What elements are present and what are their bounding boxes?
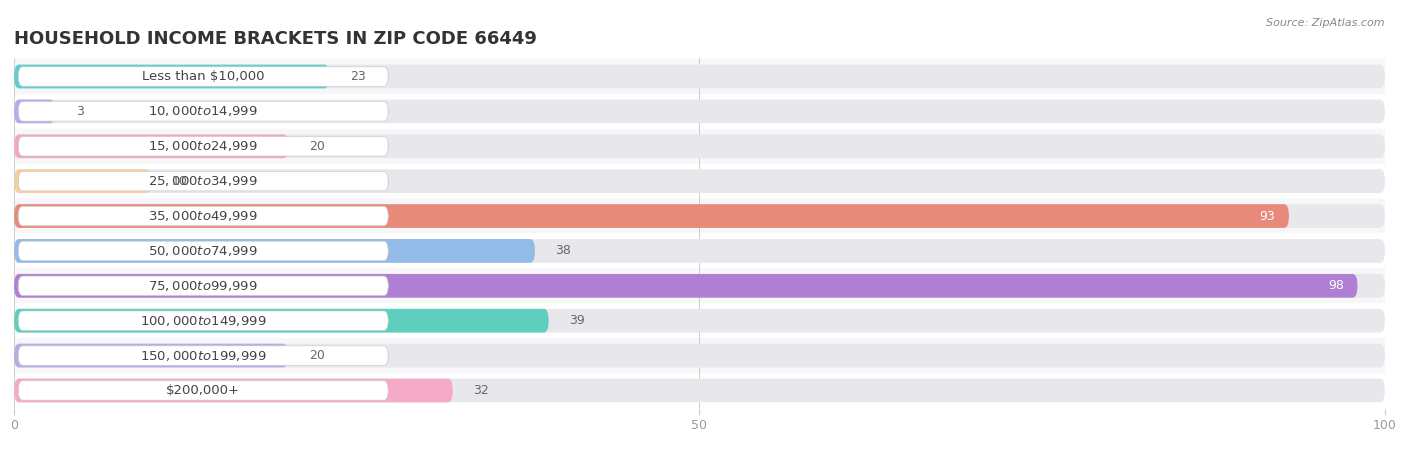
Text: $35,000 to $49,999: $35,000 to $49,999 — [149, 209, 259, 223]
Text: 93: 93 — [1260, 210, 1275, 223]
FancyBboxPatch shape — [14, 204, 1289, 228]
Text: $15,000 to $24,999: $15,000 to $24,999 — [149, 139, 259, 153]
Text: $150,000 to $199,999: $150,000 to $199,999 — [141, 348, 267, 363]
FancyBboxPatch shape — [14, 129, 1385, 164]
FancyBboxPatch shape — [18, 311, 388, 330]
FancyBboxPatch shape — [18, 136, 388, 156]
Text: $75,000 to $99,999: $75,000 to $99,999 — [149, 279, 259, 293]
Text: 20: 20 — [309, 140, 325, 153]
FancyBboxPatch shape — [18, 67, 388, 86]
FancyBboxPatch shape — [14, 309, 1385, 333]
Text: 20: 20 — [309, 349, 325, 362]
FancyBboxPatch shape — [14, 343, 1385, 367]
Text: Source: ZipAtlas.com: Source: ZipAtlas.com — [1267, 18, 1385, 28]
Text: 38: 38 — [555, 244, 571, 257]
Text: 3: 3 — [76, 105, 83, 118]
FancyBboxPatch shape — [14, 338, 1385, 373]
FancyBboxPatch shape — [14, 274, 1385, 298]
FancyBboxPatch shape — [14, 373, 1385, 408]
FancyBboxPatch shape — [14, 269, 1385, 303]
FancyBboxPatch shape — [14, 65, 329, 88]
FancyBboxPatch shape — [14, 100, 1385, 123]
FancyBboxPatch shape — [14, 343, 288, 367]
Text: 98: 98 — [1327, 279, 1344, 292]
Text: 32: 32 — [474, 384, 489, 397]
FancyBboxPatch shape — [14, 169, 1385, 193]
FancyBboxPatch shape — [14, 204, 1385, 228]
FancyBboxPatch shape — [18, 101, 388, 121]
FancyBboxPatch shape — [14, 100, 55, 123]
FancyBboxPatch shape — [18, 206, 388, 226]
FancyBboxPatch shape — [18, 381, 388, 400]
Text: 39: 39 — [569, 314, 585, 327]
FancyBboxPatch shape — [14, 309, 548, 333]
FancyBboxPatch shape — [14, 379, 453, 402]
Text: $200,000+: $200,000+ — [166, 384, 240, 397]
FancyBboxPatch shape — [14, 94, 1385, 129]
FancyBboxPatch shape — [18, 346, 388, 365]
Text: HOUSEHOLD INCOME BRACKETS IN ZIP CODE 66449: HOUSEHOLD INCOME BRACKETS IN ZIP CODE 66… — [14, 31, 537, 48]
FancyBboxPatch shape — [14, 134, 288, 158]
FancyBboxPatch shape — [14, 303, 1385, 338]
Text: $25,000 to $34,999: $25,000 to $34,999 — [149, 174, 259, 188]
FancyBboxPatch shape — [14, 274, 1358, 298]
FancyBboxPatch shape — [14, 65, 1385, 88]
FancyBboxPatch shape — [14, 233, 1385, 269]
Text: 10: 10 — [172, 175, 187, 188]
FancyBboxPatch shape — [18, 241, 388, 261]
FancyBboxPatch shape — [18, 276, 388, 295]
Text: $100,000 to $149,999: $100,000 to $149,999 — [141, 314, 267, 328]
Text: 23: 23 — [350, 70, 366, 83]
FancyBboxPatch shape — [18, 172, 388, 191]
Text: Less than $10,000: Less than $10,000 — [142, 70, 264, 83]
FancyBboxPatch shape — [14, 198, 1385, 233]
FancyBboxPatch shape — [14, 134, 1385, 158]
FancyBboxPatch shape — [14, 379, 1385, 402]
Text: $50,000 to $74,999: $50,000 to $74,999 — [149, 244, 259, 258]
Text: $10,000 to $14,999: $10,000 to $14,999 — [149, 104, 259, 119]
FancyBboxPatch shape — [14, 169, 152, 193]
FancyBboxPatch shape — [14, 164, 1385, 198]
FancyBboxPatch shape — [14, 239, 534, 263]
FancyBboxPatch shape — [14, 59, 1385, 94]
FancyBboxPatch shape — [14, 239, 1385, 263]
